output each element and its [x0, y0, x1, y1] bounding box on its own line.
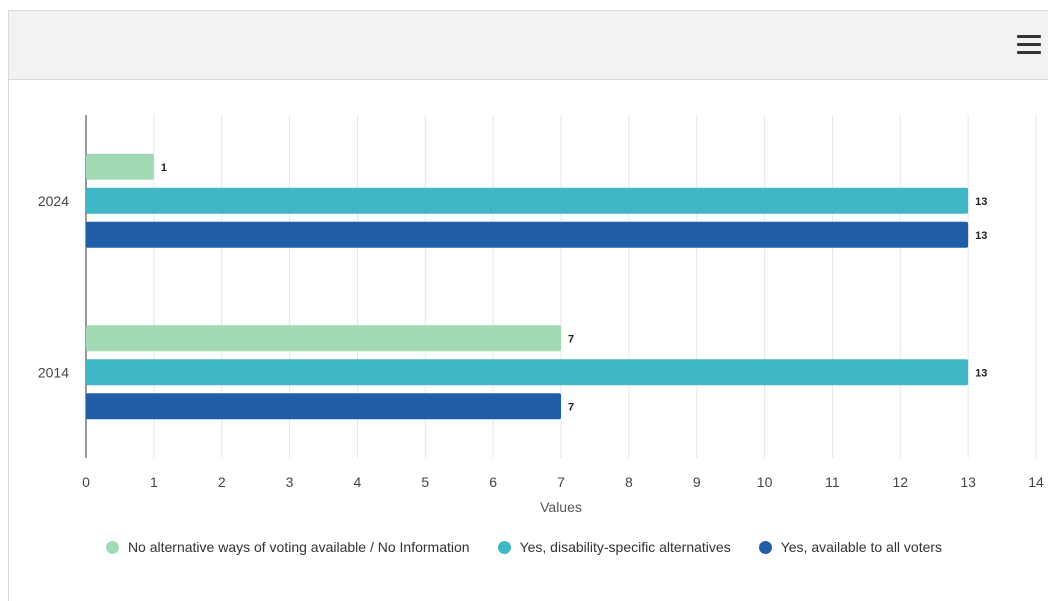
bar[interactable] [86, 221, 969, 248]
data-label: 1 [161, 162, 167, 174]
x-tick-label: 13 [960, 474, 976, 490]
x-tick-label: 6 [489, 474, 497, 490]
legend-item[interactable]: No alternative ways of voting available … [105, 539, 470, 555]
legend-item[interactable]: Yes, disability-specific alternatives [497, 539, 731, 555]
bar[interactable] [86, 393, 561, 420]
x-tick-label: 1 [150, 474, 158, 490]
bar[interactable] [86, 153, 154, 180]
legend-marker-icon [105, 540, 119, 554]
x-axis-title: Values [540, 499, 582, 515]
data-label: 7 [568, 401, 574, 413]
x-tick-label: 0 [82, 474, 90, 490]
category-label: 2024 [38, 193, 69, 209]
legend-label: Yes, disability-specific alternatives [519, 539, 731, 555]
bar[interactable] [86, 187, 969, 214]
chart-container [8, 10, 1048, 601]
bar[interactable] [86, 325, 561, 352]
category-label: 2014 [38, 364, 69, 380]
hamburger-menu-icon[interactable] [1016, 33, 1042, 57]
legend-label: No alternative ways of voting available … [127, 539, 470, 555]
x-tick-label: 4 [354, 474, 362, 490]
legend-item[interactable]: Yes, available to all voters [758, 539, 943, 555]
x-tick-label: 10 [757, 474, 773, 490]
legend-marker-icon [497, 540, 511, 554]
legend-marker-icon [758, 540, 772, 554]
x-tick-label: 2 [218, 474, 226, 490]
data-label: 13 [975, 196, 987, 208]
x-tick-label: 8 [625, 474, 633, 490]
x-tick-label: 12 [892, 474, 908, 490]
x-tick-label: 3 [286, 474, 294, 490]
x-tick-label: 9 [693, 474, 701, 490]
bar[interactable] [86, 359, 969, 386]
x-tick-label: 5 [421, 474, 429, 490]
legend-label: Yes, available to all voters [780, 539, 943, 555]
x-tick-label: 7 [557, 474, 565, 490]
chart-toolbar [9, 11, 1048, 80]
data-label: 13 [975, 367, 987, 379]
data-label: 13 [975, 230, 987, 242]
data-label: 7 [568, 333, 574, 345]
x-tick-label: 14 [1028, 474, 1044, 490]
x-tick-label: 11 [825, 474, 840, 490]
chart-legend: No alternative ways of voting available … [0, 539, 1048, 555]
